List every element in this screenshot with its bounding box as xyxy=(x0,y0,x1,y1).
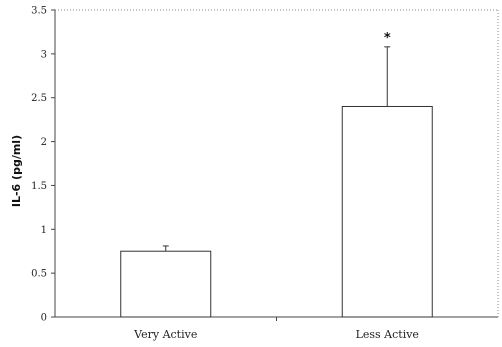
bar-less-active xyxy=(341,105,433,318)
bars: * xyxy=(120,31,433,318)
y-tick-label: 1.5 xyxy=(31,181,47,192)
significance-marker: * xyxy=(384,31,391,46)
y-axis-label: IL-6 (pg/ml) xyxy=(10,135,23,207)
x-label-very-active: Very Active xyxy=(133,328,197,341)
y-tick-label: 2.5 xyxy=(31,93,47,104)
y-tick-label: 0.5 xyxy=(31,269,47,280)
y-axis-ticks: 0 0.5 1 1.5 2 2.5 3 3.5 xyxy=(31,6,55,324)
bar-very-active xyxy=(120,250,212,318)
y-tick-label: 2 xyxy=(41,137,47,148)
x-axis-labels: Very Active Less Active xyxy=(133,317,419,341)
y-tick-label: 0 xyxy=(41,313,47,324)
y-tick-label: 1 xyxy=(41,225,47,236)
y-tick-label: 3 xyxy=(41,49,47,60)
y-tick-label: 3.5 xyxy=(31,6,47,17)
x-label-less-active: Less Active xyxy=(356,328,419,341)
